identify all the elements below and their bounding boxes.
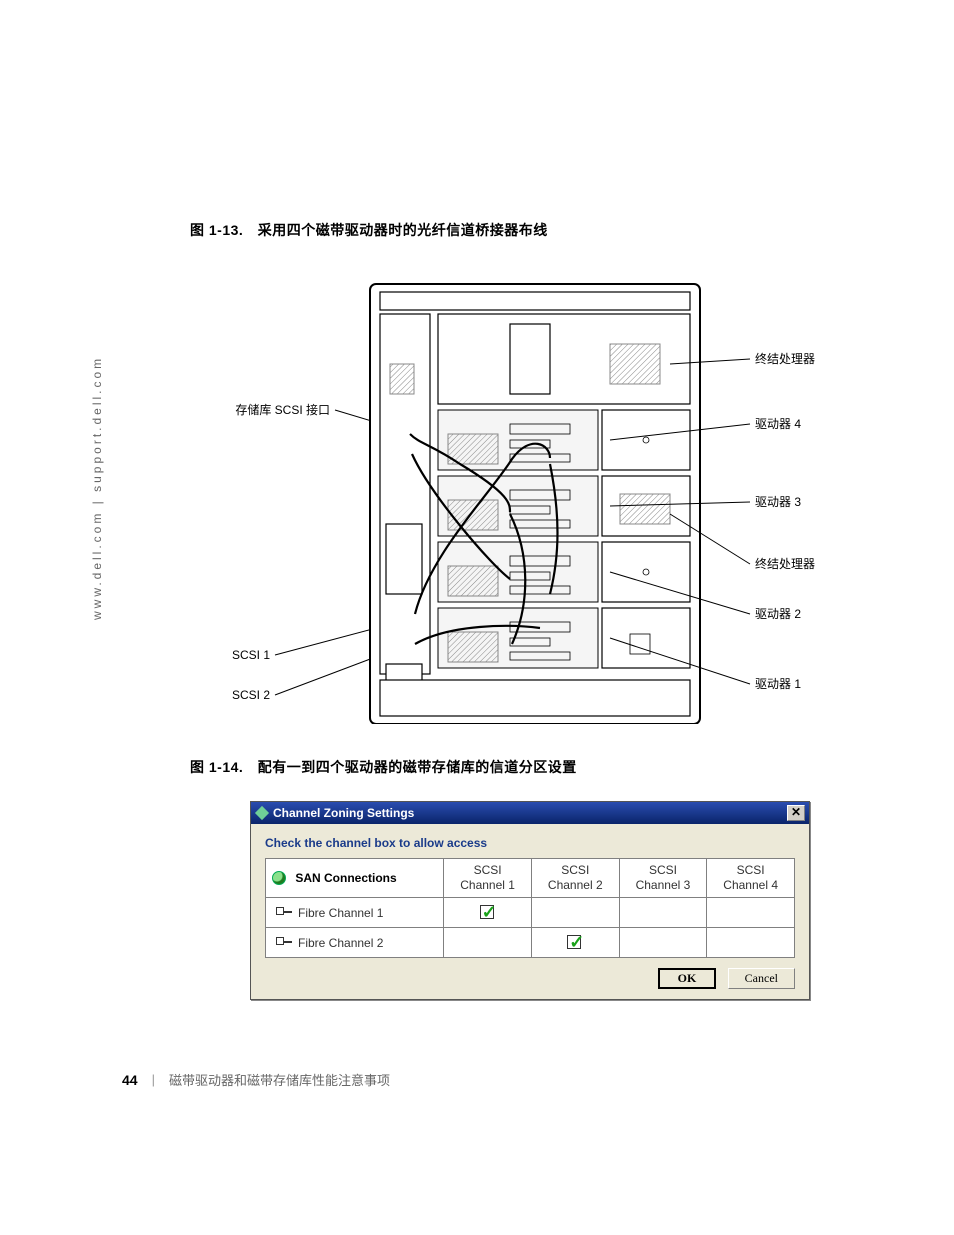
figure-1-14-caption: 图 1-14. 配有一到四个驱动器的磁带存储库的信道分区设置 bbox=[190, 757, 870, 777]
dialog-title: Channel Zoning Settings bbox=[273, 806, 414, 820]
check-icon[interactable]: ✓ bbox=[477, 902, 499, 920]
col-3: SCSIChannel 3 bbox=[619, 859, 707, 898]
label-drive-2: 驱动器 2 bbox=[755, 607, 801, 621]
side-url: www.dell.com | support.dell.com bbox=[90, 356, 104, 620]
close-icon[interactable]: ✕ bbox=[787, 805, 805, 821]
zoning-cell[interactable] bbox=[619, 928, 707, 958]
san-header: SAN Connections bbox=[266, 859, 444, 898]
row-label: Fibre Channel 2 bbox=[266, 928, 444, 958]
page-footer: 44 | 磁带驱动器和磁带存储库性能注意事项 bbox=[122, 1070, 390, 1089]
globe-icon bbox=[272, 871, 286, 885]
row-label: Fibre Channel 1 bbox=[266, 898, 444, 928]
figure-1-13-caption: 图 1-13. 采用四个磁带驱动器时的光纤信道桥接器布线 bbox=[190, 220, 870, 240]
col-1: SCSIChannel 1 bbox=[444, 859, 532, 898]
footer-separator: | bbox=[152, 1072, 155, 1087]
dialog-titlebar: Channel Zoning Settings ✕ bbox=[251, 802, 809, 824]
zoning-table: SAN Connections SCSIChannel 1 SCSIChanne… bbox=[265, 858, 795, 958]
figure-title-2: 配有一到四个驱动器的磁带存储库的信道分区设置 bbox=[258, 759, 577, 775]
figure-number-2: 图 1-14. bbox=[190, 759, 243, 775]
zoning-cell[interactable] bbox=[619, 898, 707, 928]
footer-crumb: 磁带驱动器和磁带存储库性能注意事项 bbox=[169, 1070, 390, 1089]
check-icon[interactable]: ✓ bbox=[564, 932, 586, 950]
page-number: 44 bbox=[122, 1072, 138, 1088]
channel-zoning-dialog: Channel Zoning Settings ✕ Check the chan… bbox=[250, 801, 810, 1000]
table-row: Fibre Channel 1 ✓ bbox=[266, 898, 795, 928]
ok-button[interactable]: OK bbox=[658, 968, 717, 989]
dialog-hint: Check the channel box to allow access bbox=[265, 836, 795, 850]
content-area: 图 1-13. 采用四个磁带驱动器时的光纤信道桥接器布线 存储库 SCSI 接口… bbox=[190, 220, 870, 1040]
figure-title: 采用四个磁带驱动器时的光纤信道桥接器布线 bbox=[258, 222, 548, 238]
san-header-text: SAN Connections bbox=[295, 871, 396, 885]
fibre-channel-icon bbox=[276, 937, 292, 949]
zoning-cell[interactable] bbox=[444, 928, 532, 958]
cancel-button[interactable]: Cancel bbox=[728, 968, 795, 989]
figure-number: 图 1-13. bbox=[190, 222, 243, 238]
col-4: SCSIChannel 4 bbox=[707, 859, 795, 898]
label-terminator-2: 终结处理器 bbox=[755, 556, 815, 571]
col-2: SCSIChannel 2 bbox=[531, 859, 619, 898]
zoning-cell[interactable] bbox=[531, 898, 619, 928]
figure-1-13-diagram: 存储库 SCSI 接口 SCSI 1 SCSI 2 bbox=[190, 264, 870, 729]
label-drive-3: 驱动器 3 bbox=[755, 495, 801, 509]
label-scsi2: SCSI 2 bbox=[232, 688, 270, 702]
label-drive-4: 驱动器 4 bbox=[755, 417, 801, 431]
fibre-channel-icon bbox=[276, 907, 292, 919]
zoning-cell[interactable]: ✓ bbox=[444, 898, 532, 928]
zoning-cell[interactable]: ✓ bbox=[531, 928, 619, 958]
table-row: Fibre Channel 2 ✓ bbox=[266, 928, 795, 958]
label-terminator-1: 终结处理器 bbox=[755, 351, 815, 366]
label-scsi-iface: 存储库 SCSI 接口 bbox=[235, 402, 330, 417]
zoning-cell[interactable] bbox=[707, 898, 795, 928]
label-scsi1: SCSI 1 bbox=[232, 648, 270, 662]
label-drive-1: 驱动器 1 bbox=[755, 677, 801, 691]
dialog-app-icon bbox=[255, 806, 269, 820]
zoning-cell[interactable] bbox=[707, 928, 795, 958]
